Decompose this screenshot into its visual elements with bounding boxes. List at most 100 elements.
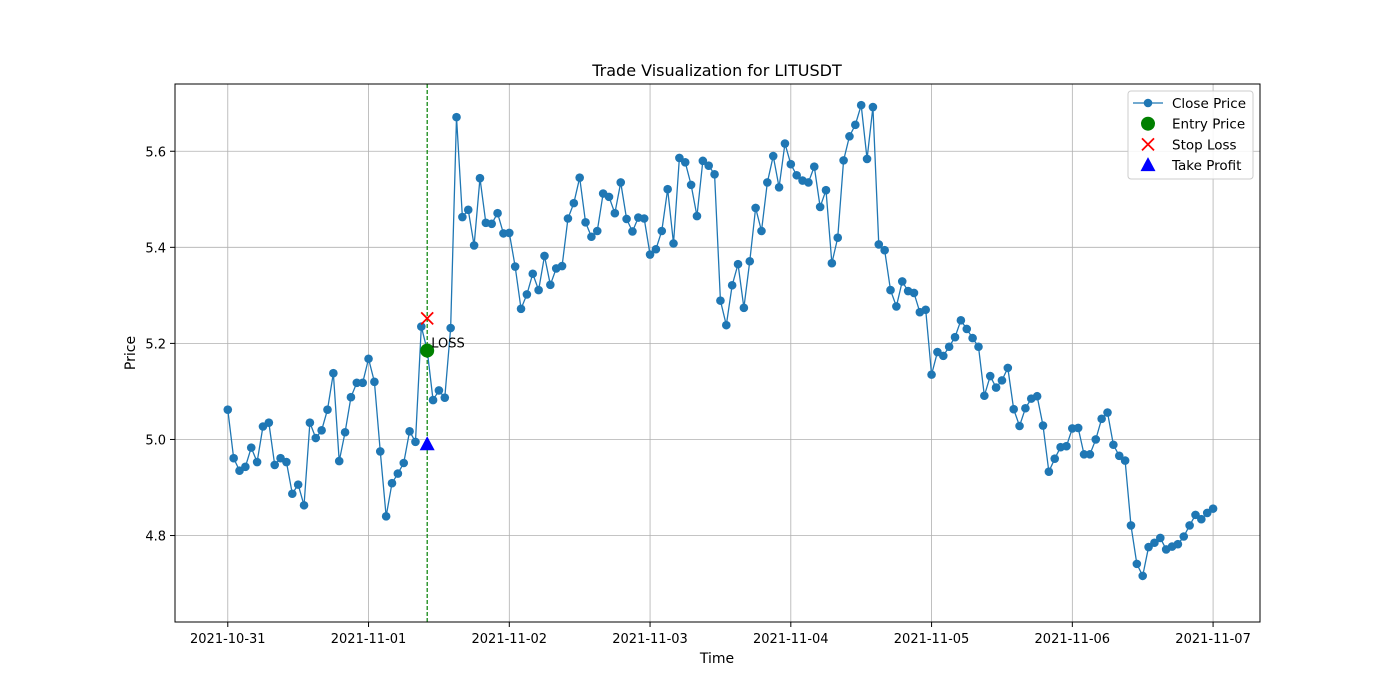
close-price-point [862, 154, 872, 164]
chart-title: Trade Visualization for LITUSDT [591, 61, 842, 80]
legend-entry-label: Take Profit [1171, 158, 1241, 174]
close-price-point [305, 418, 315, 427]
close-price-point [780, 139, 790, 148]
grid-lines [175, 84, 1260, 622]
close-price-point [1103, 408, 1112, 417]
y-tick-label: 5.0 [145, 433, 166, 448]
close-price-point [639, 214, 649, 223]
close-price-point [768, 151, 778, 161]
close-price-point [815, 202, 825, 212]
close-price-point [827, 258, 837, 268]
close-price-point [675, 153, 684, 163]
close-price-point [1062, 441, 1071, 451]
close-price-point [375, 447, 385, 456]
close-price-point [1044, 467, 1054, 476]
close-price-point [334, 456, 344, 466]
close-price-point [1038, 421, 1048, 430]
close-price-point [270, 460, 280, 470]
y-axis-label: Price [123, 336, 139, 370]
close-price-point [241, 462, 250, 472]
close-price-point [1156, 533, 1165, 543]
x-tick-label: 2021-11-07 [1175, 632, 1251, 647]
entry-price-marker [420, 343, 435, 358]
x-tick-label: 2021-10-31 [190, 632, 266, 647]
close-price-point [874, 240, 884, 249]
close-price-point [821, 185, 831, 195]
close-price-point [522, 290, 532, 299]
close-price-point [434, 386, 444, 395]
close-price-point [581, 218, 590, 227]
close-price-point [716, 296, 725, 305]
stop-loss-marker [420, 311, 434, 326]
close-price-point [587, 232, 596, 242]
close-price-point [680, 158, 690, 167]
close-price-point [792, 170, 801, 180]
legend-entry-label: Close Price [1172, 96, 1246, 112]
close-price-point [340, 427, 350, 437]
legend-box [1127, 90, 1254, 180]
close-price-point [651, 244, 661, 254]
close-price-point [610, 208, 620, 218]
close-price-point [569, 198, 579, 208]
close-price-point [1073, 423, 1083, 433]
close-price-point [557, 261, 567, 271]
close-price-point [1097, 414, 1106, 424]
close-price-point [417, 322, 426, 331]
close-price-point [493, 208, 502, 218]
x-tick-label: 2021-11-06 [1035, 632, 1111, 647]
close-price-point [980, 391, 989, 401]
close-price-point [704, 161, 713, 170]
close-price-point [745, 256, 755, 266]
close-price-point [452, 112, 461, 122]
close-price-point [264, 418, 274, 427]
close-price-point [786, 159, 796, 169]
legend-entry-label: Stop Loss [1172, 137, 1237, 153]
close-price-point [628, 227, 637, 236]
close-price-point [370, 377, 379, 387]
close-price-point [886, 285, 895, 295]
x-tick-label: 2021-11-01 [331, 632, 407, 647]
x-axis-label: Time [699, 651, 734, 667]
close-price-point [546, 280, 555, 290]
close-price-point [364, 354, 373, 364]
close-price-point [463, 205, 473, 215]
close-price-point [804, 178, 813, 187]
close-price-point [440, 393, 450, 402]
legend: Close Price Entry Price Stop Loss Take Prof… [1127, 90, 1254, 180]
close-price-point [1015, 421, 1024, 431]
close-price-point [851, 120, 860, 130]
close-price-point [592, 226, 602, 236]
close-price-series [223, 100, 1218, 581]
y-tick-label: 5.4 [145, 241, 166, 256]
close-price-point [1150, 538, 1159, 548]
close-price-point [446, 323, 455, 333]
close-price-point [845, 132, 854, 141]
close-price-point [575, 173, 584, 182]
close-price-point [329, 368, 338, 378]
close-price-point [505, 228, 514, 238]
close-price-point [1114, 451, 1124, 461]
close-price-point [909, 288, 919, 298]
legend-close-price-swatch [1143, 98, 1153, 108]
close-price-point [757, 226, 766, 236]
x-axis-ticks: 2021-10-31 2021-11-01 2021-11-02 2021-11-03… [190, 622, 1251, 647]
close-price-point [733, 259, 743, 269]
close-price-line [227, 104, 1214, 578]
trade-markers [419, 311, 435, 451]
close-price-point [1126, 521, 1136, 530]
close-price-point [1185, 521, 1194, 530]
close-price-point [1009, 404, 1018, 414]
close-price-point [299, 500, 309, 510]
close-price-point [974, 342, 983, 352]
close-price-point [528, 269, 538, 279]
close-price-point [311, 433, 321, 443]
close-price-point [393, 469, 403, 478]
close-price-point [1173, 539, 1183, 549]
close-price-point [1120, 456, 1130, 465]
x-tick-label: 2021-11-02 [472, 632, 548, 647]
close-price-point [686, 180, 696, 190]
close-price-point [892, 302, 901, 311]
close-price-point [616, 178, 626, 187]
close-price-point [1132, 559, 1142, 569]
